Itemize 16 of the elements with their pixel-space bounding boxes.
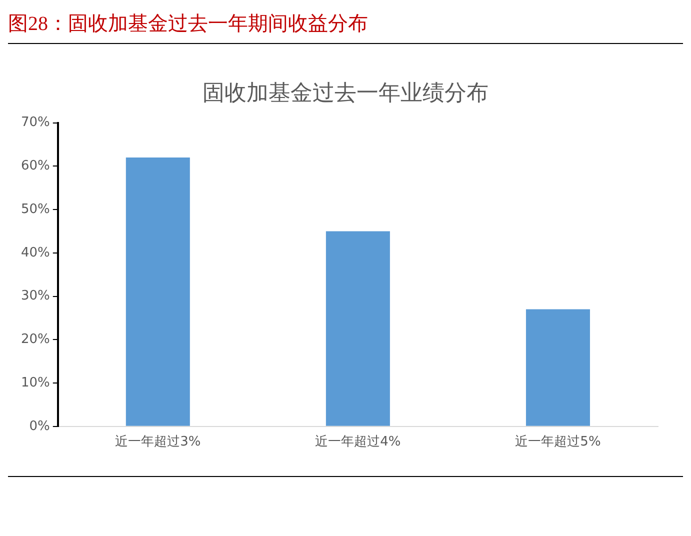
x-tick-label: 近一年超过3% xyxy=(115,434,201,450)
x-tick-label: 近一年超过4% xyxy=(315,434,401,450)
bar xyxy=(526,309,590,426)
y-tick-label: 30% xyxy=(20,288,50,304)
y-tick-label: 60% xyxy=(20,158,50,174)
bar xyxy=(126,157,190,426)
x-tick-label: 近一年超过5% xyxy=(515,434,601,450)
y-tick-label: 50% xyxy=(20,202,50,217)
y-tick-label: 20% xyxy=(20,332,50,348)
bar xyxy=(326,231,390,426)
chart-title: 图28：固收加基金过去一年期间收益分布 xyxy=(8,8,683,44)
y-tick-label: 70% xyxy=(20,115,50,130)
y-tick-label: 0% xyxy=(29,418,50,434)
chart-subtitle: 固收加基金过去一年业绩分布 xyxy=(202,80,490,108)
y-tick-label: 10% xyxy=(20,375,50,390)
y-tick-label: 40% xyxy=(20,245,50,260)
